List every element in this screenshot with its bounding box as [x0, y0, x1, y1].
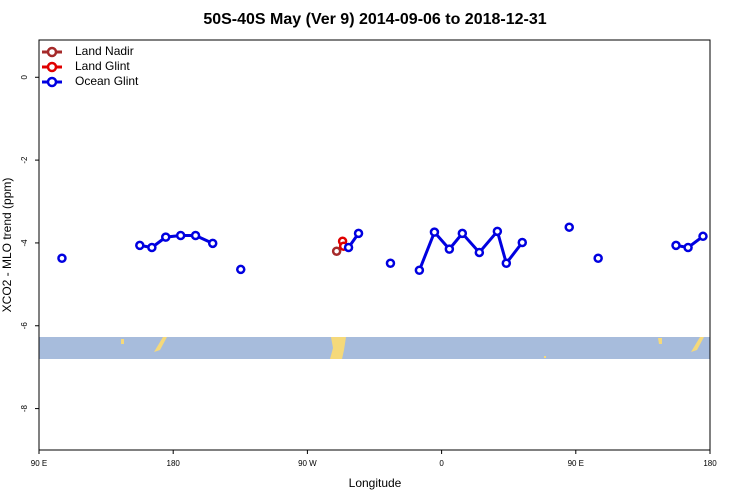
- data-point: [683, 242, 693, 253]
- data-point: [414, 265, 425, 276]
- x-tick-label: 90 W: [298, 459, 317, 468]
- data-point: [385, 258, 396, 268]
- land: [691, 337, 704, 352]
- data-point: [698, 231, 708, 242]
- ocean-strip: [39, 337, 710, 359]
- data-point: [429, 227, 440, 237]
- x-axis-label: Longitude: [349, 476, 402, 490]
- data-point: [160, 232, 171, 242]
- data-point: [235, 264, 246, 275]
- x-tick-label: 180: [703, 459, 717, 468]
- data-point: [517, 237, 528, 248]
- data-point: [353, 228, 364, 239]
- data-point: [343, 242, 354, 253]
- y-tick-label: -4: [20, 239, 29, 247]
- data-point: [501, 258, 512, 268]
- data-point: [175, 230, 186, 241]
- data-point: [57, 253, 67, 264]
- data-point: [135, 240, 145, 251]
- y-tick-label: 0: [20, 74, 29, 79]
- land: [154, 337, 167, 352]
- legend-marker: [46, 76, 58, 88]
- legend-label: Ocean Glint: [75, 74, 139, 88]
- plot-frame: [38, 39, 711, 451]
- data-point: [147, 242, 157, 253]
- map-strip: [39, 337, 710, 359]
- y-tick-label: -2: [20, 156, 29, 164]
- data-point: [474, 247, 485, 258]
- data-point: [331, 246, 342, 256]
- data-point: [444, 244, 455, 254]
- x-tick-label: 180: [167, 459, 181, 468]
- x-tick-label: 90 E: [31, 459, 47, 468]
- land: [121, 339, 124, 344]
- data-point: [207, 238, 218, 249]
- data-point: [593, 253, 603, 264]
- legend-marker: [46, 46, 58, 58]
- y-tick-label: -8: [20, 404, 29, 412]
- data-point: [564, 222, 574, 232]
- land: [658, 338, 662, 344]
- x-tick-label: 0: [439, 459, 444, 468]
- land: [330, 337, 346, 359]
- legend-marker: [46, 61, 58, 73]
- x-tick-label: 90 E: [568, 459, 584, 468]
- legend-label: Land Glint: [75, 59, 130, 73]
- y-tick-label: -6: [20, 322, 29, 330]
- data-point: [492, 226, 503, 237]
- data-point: [457, 228, 468, 239]
- land: [544, 356, 546, 358]
- y-axis-label: XCO2 - MLO trend (ppm): [0, 178, 14, 313]
- data-point: [671, 240, 681, 251]
- series-line: [139, 228, 704, 271]
- chart-title: 50S-40S May (Ver 9) 2014-09-06 to 2018-1…: [203, 11, 546, 28]
- legend-label: Land Nadir: [75, 44, 134, 58]
- data-point: [190, 230, 201, 241]
